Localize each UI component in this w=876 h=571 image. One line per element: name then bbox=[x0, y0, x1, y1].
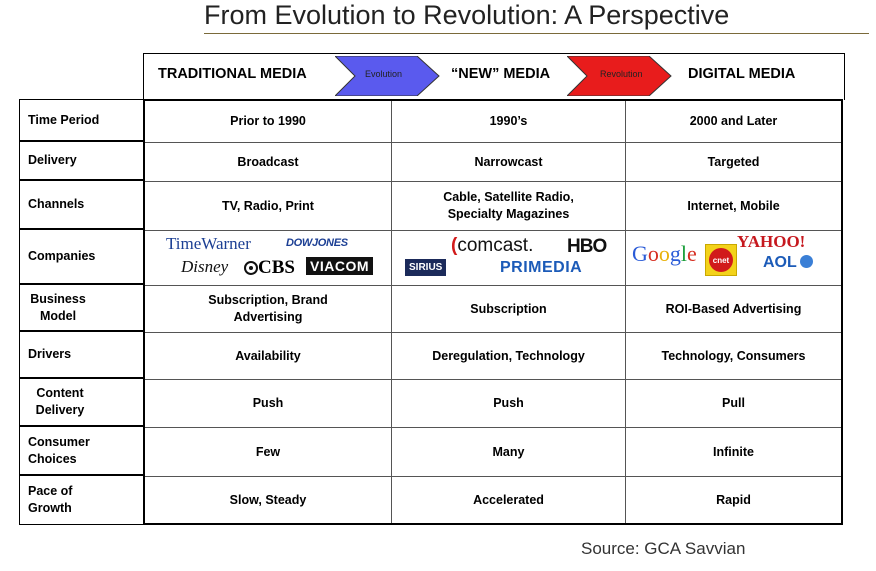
row-label: Delivery bbox=[19, 141, 143, 180]
header-new-media: “NEW” MEDIA bbox=[451, 66, 551, 82]
google-letter: G bbox=[632, 241, 648, 266]
comcast-text: comcast. bbox=[457, 235, 534, 256]
table-cell: Rapid bbox=[716, 492, 751, 507]
table-cell: Subscription bbox=[392, 286, 626, 333]
row-label: Business Model bbox=[19, 284, 143, 331]
aol-logo: AOL bbox=[763, 254, 813, 272]
evolution-arrow: Evolution bbox=[335, 56, 441, 96]
table-cell: ROI-Based Advertising bbox=[626, 286, 841, 333]
header-band bbox=[143, 53, 845, 100]
cnet-text: cnet bbox=[709, 248, 733, 272]
timewarner-logo: TimeWarner bbox=[166, 234, 251, 253]
table-cell: Availability bbox=[145, 333, 392, 380]
table-cell: Prior to 1990 bbox=[145, 101, 392, 143]
table-cell: Slow, Steady bbox=[145, 477, 392, 523]
row-label-text: Business Model bbox=[30, 291, 86, 323]
disney-logo: Disney bbox=[181, 257, 229, 276]
google-letter: l bbox=[680, 241, 688, 266]
revolution-label: Revolution bbox=[600, 69, 643, 79]
hbo-logo: HBO bbox=[567, 236, 607, 257]
google-letter: o bbox=[658, 241, 670, 266]
table-cell: Targeted bbox=[626, 143, 841, 182]
table-cell: 2000 and Later bbox=[626, 101, 841, 143]
cbs-text: CBS bbox=[258, 257, 295, 278]
yahoo-logo: YAHOO! bbox=[737, 232, 806, 251]
comcast-c-icon: ( bbox=[451, 235, 458, 256]
header-digital-media: DIGITAL MEDIA bbox=[688, 66, 796, 82]
row-label-text: Pace of Growth bbox=[28, 484, 73, 515]
table-cell: Narrowcast bbox=[392, 143, 626, 182]
table-cell: Few bbox=[145, 428, 392, 477]
comcast-logo: (comcast. bbox=[451, 235, 533, 257]
aol-text: AOL bbox=[763, 254, 797, 271]
google-letter: e bbox=[687, 241, 697, 266]
revolution-arrow: Revolution bbox=[567, 56, 673, 96]
google-letter: g bbox=[669, 241, 681, 266]
row-label: Content Delivery bbox=[19, 378, 143, 426]
evolution-label: Evolution bbox=[365, 69, 403, 79]
header-traditional-media: TRADITIONAL MEDIA bbox=[158, 66, 307, 82]
table-cell: Push bbox=[145, 380, 392, 428]
table-cell: Internet, Mobile bbox=[626, 182, 841, 231]
dowjones-logo: DOWJONES bbox=[286, 237, 348, 249]
table-cell: Accelerated bbox=[392, 477, 626, 523]
title-underline bbox=[204, 33, 869, 34]
table-cell: Cable, Satellite Radio, Specialty Magazi… bbox=[392, 182, 626, 231]
google-letter: o bbox=[647, 241, 659, 266]
table-cell: Broadcast bbox=[145, 143, 392, 182]
row-label: Companies bbox=[19, 229, 143, 284]
companies-traditional bbox=[145, 231, 392, 286]
table-cell: Pull bbox=[626, 380, 841, 428]
row-label-text: Consumer Choices bbox=[28, 434, 90, 466]
row-label: Time Period bbox=[19, 99, 143, 141]
table-cell: TV, Radio, Print bbox=[145, 182, 392, 231]
table-cell: Infinite bbox=[626, 428, 841, 477]
source-note: Source: GCA Savvian bbox=[581, 539, 746, 558]
table-cell: Many bbox=[392, 428, 626, 477]
companies-new bbox=[392, 231, 626, 286]
google-logo: Google bbox=[632, 241, 697, 267]
companies-digital bbox=[626, 231, 841, 286]
cbs-logo: CBS bbox=[244, 257, 295, 279]
table-cell: Technology, Consumers bbox=[626, 333, 841, 380]
table-cell: Deregulation, Technology bbox=[392, 333, 626, 380]
viacom-logo: VIACOM bbox=[306, 257, 373, 275]
row-label: Channels bbox=[19, 180, 143, 229]
cbs-eye-icon bbox=[244, 261, 258, 275]
table-cell: 1990’s bbox=[392, 101, 626, 143]
comparison-table: Prior to 1990 1990’s 2000 and Later Broa… bbox=[143, 99, 843, 525]
aol-triangle-icon bbox=[799, 255, 813, 268]
table-cell: Push bbox=[392, 380, 626, 428]
cnet-logo: cnet bbox=[705, 244, 737, 276]
row-label-text: Content Delivery bbox=[35, 386, 85, 417]
primedia-logo: PRIMEDIA bbox=[500, 259, 583, 276]
row-label: Drivers bbox=[19, 331, 143, 378]
page-title: From Evolution to Revolution: A Perspect… bbox=[204, 0, 730, 30]
table-cell: Subscription, Brand Advertising bbox=[145, 286, 392, 333]
row-label: Consumer Choices bbox=[19, 426, 143, 475]
row-label: Pace of Growth bbox=[19, 475, 143, 525]
sirius-logo: SIRIUS bbox=[405, 259, 447, 276]
